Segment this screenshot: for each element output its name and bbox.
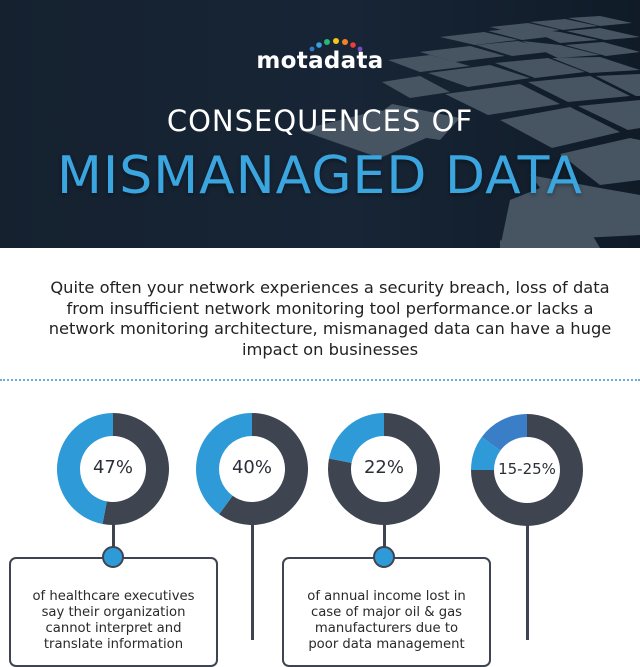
donut-segment: [471, 437, 501, 470]
donut-segment: [328, 413, 440, 525]
connector-line: [251, 520, 254, 640]
intro-line: impact on businesses: [241, 339, 419, 359]
donut-segment: [471, 414, 583, 526]
description-line: poor data management: [308, 637, 465, 652]
stat-card-3: of annual income lost in case of major o…: [282, 557, 491, 667]
connector-node-icon: [373, 546, 395, 568]
logo-wordmark: motadata: [256, 38, 384, 74]
description-line: say their organization: [41, 605, 186, 620]
dotted-divider: [0, 379, 640, 381]
connector-line: [526, 524, 529, 640]
title-line-2: MISMANAGED DATA: [57, 146, 583, 206]
stat-description-1: of healthcare executives say their organ…: [11, 589, 216, 653]
donut-charts: [57, 413, 583, 526]
stat-card-1: of healthcare executives say their organ…: [9, 557, 218, 667]
description-line: manufacturers due to: [314, 621, 459, 636]
motadata-logo: motadata: [0, 38, 640, 74]
stat-label-4: 15-25%: [498, 460, 556, 478]
intro-line: Quite often your network experiences a s…: [50, 278, 610, 297]
description-line: translate information: [43, 637, 184, 652]
title-line-1: CONSEQUENCES OF: [166, 104, 474, 138]
donut-segment: [328, 413, 384, 463]
description-line: case of major oil & gas: [310, 605, 463, 620]
donut-segment: [219, 413, 309, 526]
stat-label-1: 47%: [92, 457, 133, 478]
perspective-grid-graphic: [300, 16, 640, 248]
description-line: of annual income lost in: [307, 589, 466, 604]
connector-node-icon: [102, 546, 124, 568]
header-banner: motadata CONSEQUENCES OF MISMANAGED DATA: [0, 0, 640, 248]
donut-segment: [57, 413, 113, 525]
connector-line: [383, 520, 386, 550]
stat-label-2: 40%: [231, 457, 272, 478]
stat-description-3: of annual income lost in case of major o…: [284, 589, 489, 653]
logo-text: motadata: [256, 48, 384, 74]
logo-dots-icon: [310, 38, 363, 52]
intro-paragraph: Quite often your network experiences a s…: [40, 278, 620, 360]
description-line: cannot interpret and: [45, 621, 182, 636]
connector-line: [112, 520, 115, 550]
donut-segment: [481, 414, 527, 451]
donut-segment: [102, 413, 170, 525]
intro-line: network monitoring architecture, mismana…: [48, 319, 612, 338]
intro-line: from insufficient network monitoring too…: [66, 298, 594, 318]
description-line: of healthcare executives: [32, 589, 195, 604]
stat-label-3: 22%: [363, 457, 404, 478]
donut-segment: [196, 413, 252, 515]
